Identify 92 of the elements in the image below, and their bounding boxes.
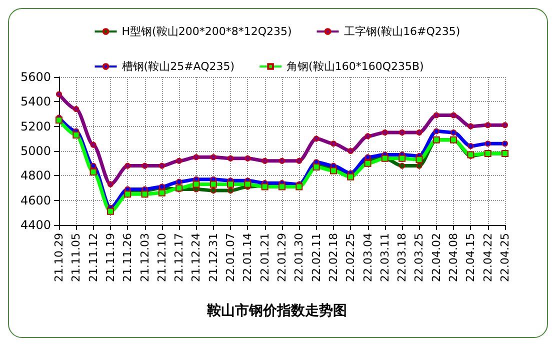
x-tick-label: 22.02.18 — [326, 233, 340, 282]
legend-label: 工字钢(鞍山16#Q235) — [344, 25, 460, 38]
point — [279, 158, 285, 164]
point — [227, 180, 234, 188]
x-tick-label: 22.01.30 — [292, 233, 306, 282]
x-tick-label: 21.12.24 — [190, 233, 203, 282]
point — [313, 136, 320, 142]
point — [142, 162, 148, 169]
point — [56, 91, 62, 98]
point — [90, 142, 96, 148]
x-tick-label: 22.02.25 — [344, 233, 358, 282]
point — [262, 158, 268, 164]
point — [416, 130, 422, 136]
x-tick-label: 22.01.07 — [224, 233, 238, 282]
legend-label: 角钢(鞍山160*160Q235B) — [286, 60, 424, 73]
legend-label: 槽钢(鞍山25#AQ235) — [122, 60, 235, 73]
x-tick-label: 22.01.14 — [241, 233, 254, 282]
point — [330, 167, 337, 174]
y-tick-label: 5000 — [20, 144, 51, 158]
point — [210, 187, 216, 194]
point — [90, 162, 96, 169]
point — [502, 140, 508, 147]
point — [228, 155, 234, 162]
point — [450, 130, 457, 136]
x-tick-label: 22.03.18 — [396, 233, 409, 282]
x-tick-label: 21.12.10 — [155, 233, 168, 282]
y-tick-label: 4600 — [20, 193, 51, 208]
x-tick-label: 22.03.25 — [412, 233, 426, 282]
x-tick-label: 22.04.02 — [430, 233, 443, 282]
point — [107, 181, 114, 188]
x-tick-label: 22.03.11 — [378, 233, 392, 282]
x-tick-label: 21.11.05 — [70, 233, 83, 282]
y-tick-label: 4400 — [20, 218, 51, 232]
point — [73, 106, 80, 112]
point — [399, 130, 406, 136]
point — [176, 178, 182, 185]
point — [90, 168, 97, 176]
x-tick-label: 22.04.08 — [447, 233, 460, 282]
point — [192, 180, 200, 188]
point — [210, 180, 217, 188]
x-tick-label: 21.12.17 — [172, 233, 186, 282]
x-tick-label: 22.04.22 — [481, 233, 494, 282]
x-tick-label: 22.01.21 — [258, 233, 272, 282]
x-tick-label: 22.02.11 — [310, 233, 323, 282]
point — [176, 158, 182, 164]
point — [398, 154, 406, 162]
x-tick-label: 22.04.15 — [464, 233, 478, 282]
point — [312, 164, 320, 171]
point — [364, 133, 371, 140]
point — [364, 160, 372, 167]
point — [330, 140, 336, 147]
x-tick-label: 21.10.29 — [52, 233, 66, 282]
point — [141, 190, 148, 198]
y-tick-label: 5200 — [20, 119, 51, 134]
point — [244, 155, 251, 162]
point — [468, 123, 474, 130]
y-tick-label: 5400 — [20, 94, 51, 109]
point — [193, 154, 200, 160]
point — [416, 162, 422, 169]
y-tick-label: 5600 — [20, 70, 51, 84]
legend-label: H型钢(鞍山200*200*8*12Q235) — [122, 25, 292, 38]
x-tick-label: 21.11.12 — [86, 233, 100, 282]
point — [244, 180, 252, 188]
point — [228, 187, 234, 194]
point — [468, 143, 474, 150]
point — [484, 140, 491, 147]
point — [382, 130, 388, 136]
point — [364, 154, 371, 160]
point — [210, 154, 216, 160]
x-tick-label: 22.01.29 — [276, 233, 288, 282]
point — [416, 156, 423, 164]
point — [296, 158, 302, 164]
point — [502, 122, 508, 128]
point — [399, 162, 406, 169]
point — [124, 162, 131, 169]
x-tick-label: 21.12.31 — [206, 233, 220, 282]
point — [158, 162, 165, 169]
point — [450, 112, 457, 118]
point — [106, 208, 114, 215]
point — [433, 112, 440, 118]
point — [348, 148, 354, 154]
point — [484, 122, 491, 128]
x-tick-label: 21.11.26 — [121, 233, 134, 282]
text: 鞍山市钢价指数走势图 — [206, 302, 347, 319]
point — [158, 189, 166, 196]
x-tick-label: 21.11.19 — [104, 233, 117, 282]
y-tick-label: 4800 — [20, 168, 51, 183]
x-tick-label: 22.04.25 — [498, 233, 512, 282]
point — [433, 128, 440, 134]
x-tick-label: 22.03.04 — [361, 233, 374, 282]
x-tick-label: 21.12.03 — [138, 233, 152, 282]
point — [124, 190, 132, 198]
